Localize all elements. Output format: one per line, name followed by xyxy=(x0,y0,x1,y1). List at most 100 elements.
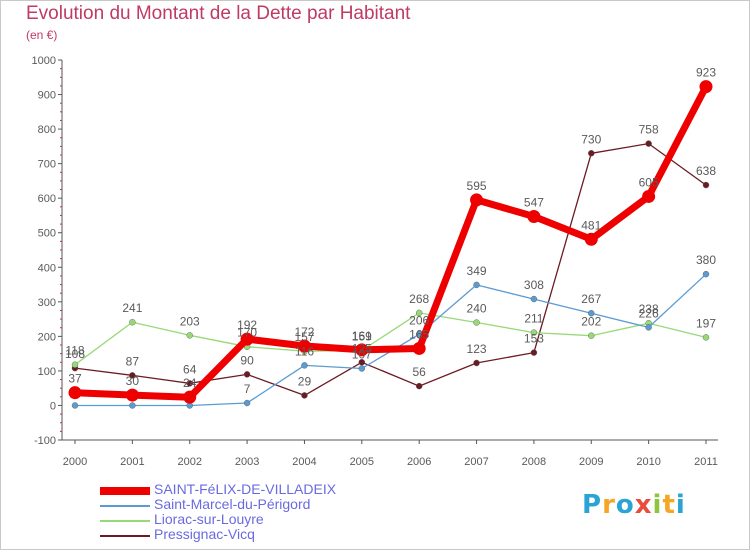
data-point xyxy=(129,319,136,326)
logo-letter: x xyxy=(634,490,653,520)
legend-label: SAINT-FéLIX-DE-VILLADEIX xyxy=(154,481,337,497)
data-point xyxy=(186,380,193,387)
data-label: 268 xyxy=(409,292,429,306)
data-point xyxy=(645,324,652,331)
data-label: 123 xyxy=(467,342,487,356)
data-label: 605 xyxy=(639,175,659,189)
data-label: 157 xyxy=(294,330,314,344)
data-point xyxy=(125,388,139,402)
data-label: 308 xyxy=(524,278,544,292)
data-point xyxy=(645,140,652,147)
data-label: 197 xyxy=(696,316,716,330)
x-tick-label: 2003 xyxy=(235,456,259,468)
data-point xyxy=(527,209,541,223)
data-label: 638 xyxy=(696,164,716,178)
data-point xyxy=(355,343,369,357)
data-label: 202 xyxy=(581,315,601,329)
data-label: 116 xyxy=(295,344,314,358)
data-label: 165 xyxy=(409,327,429,341)
data-point xyxy=(588,332,595,339)
data-point xyxy=(530,329,538,336)
x-tick-label: 2007 xyxy=(464,456,488,468)
logo-letter: P xyxy=(582,490,603,520)
y-tick-label: 500 xyxy=(38,228,56,240)
data-label: 107 xyxy=(352,347,372,361)
series-line-3 xyxy=(74,142,707,397)
x-tick-label: 2008 xyxy=(522,456,546,468)
data-label: 226 xyxy=(639,306,659,320)
legend-swatch xyxy=(100,535,150,537)
data-label: 29 xyxy=(298,374,312,388)
data-point xyxy=(186,332,193,339)
legend-swatch xyxy=(100,520,150,522)
data-point xyxy=(240,332,254,346)
data-label: 118 xyxy=(65,344,84,358)
data-label: 153 xyxy=(524,332,544,346)
data-label: 203 xyxy=(180,314,200,328)
data-point xyxy=(129,402,136,409)
data-point xyxy=(588,150,595,157)
data-label: 758 xyxy=(639,123,659,137)
data-label: 206 xyxy=(409,313,429,327)
data-label: 241 xyxy=(122,301,142,315)
data-label: 7 xyxy=(244,382,251,396)
y-tick-label: 600 xyxy=(38,193,56,205)
logo-letter: i xyxy=(652,490,663,520)
data-point xyxy=(243,399,251,407)
data-point xyxy=(702,181,710,189)
data-point xyxy=(530,295,538,303)
legend-label: Pressignac-Vicq xyxy=(154,526,255,542)
data-point xyxy=(301,362,308,369)
data-point xyxy=(415,382,423,390)
data-label: 170 xyxy=(237,326,257,340)
data-label: 161 xyxy=(352,329,372,343)
y-tick-label: 200 xyxy=(38,331,56,343)
y-tick-label: 100 xyxy=(38,366,56,378)
data-point xyxy=(473,359,480,367)
data-point xyxy=(297,339,311,353)
data-label: 125 xyxy=(352,341,372,355)
data-label: 595 xyxy=(467,179,487,193)
proxiti-logo: Proxiti xyxy=(582,490,686,520)
data-label: 481 xyxy=(581,218,601,232)
x-tick-label: 2000 xyxy=(63,456,87,468)
data-label: 172 xyxy=(294,325,314,339)
data-label: 159 xyxy=(352,330,372,344)
data-point xyxy=(412,341,426,355)
data-label: 192 xyxy=(237,318,257,332)
data-label: 923 xyxy=(696,66,716,80)
logo-letter: t xyxy=(662,490,676,520)
logo-letter: o xyxy=(615,490,635,520)
x-tick-label: 2006 xyxy=(407,456,431,468)
data-point xyxy=(129,372,136,379)
data-label: 87 xyxy=(126,354,140,368)
data-point xyxy=(358,365,366,372)
data-label: 108 xyxy=(65,347,85,361)
x-tick-label: 2005 xyxy=(350,456,374,468)
data-point xyxy=(68,386,82,400)
data-point xyxy=(243,371,251,378)
legend-label: Liorac-sur-Louyre xyxy=(154,511,264,527)
data-point xyxy=(183,390,197,404)
data-point xyxy=(584,232,598,246)
data-label: 238 xyxy=(639,302,659,316)
series-line-2 xyxy=(74,312,707,366)
data-label: 267 xyxy=(581,292,601,306)
logo-letter: r xyxy=(602,490,616,520)
y-tick-label: 700 xyxy=(38,159,56,171)
y-tick-label: 0 xyxy=(50,400,56,412)
x-tick-label: 2009 xyxy=(579,456,603,468)
data-label: 211 xyxy=(524,312,543,326)
y-tick-label: 400 xyxy=(38,262,56,274)
y-tick-label: 800 xyxy=(38,124,56,136)
data-label: 64 xyxy=(183,362,197,376)
data-point xyxy=(702,270,710,278)
series-line-1 xyxy=(74,273,707,407)
data-point xyxy=(473,281,480,289)
data-point xyxy=(470,193,484,207)
data-point xyxy=(473,319,480,326)
data-point xyxy=(71,402,79,409)
data-label: 90 xyxy=(240,353,254,367)
x-tick-label: 2001 xyxy=(120,456,144,468)
